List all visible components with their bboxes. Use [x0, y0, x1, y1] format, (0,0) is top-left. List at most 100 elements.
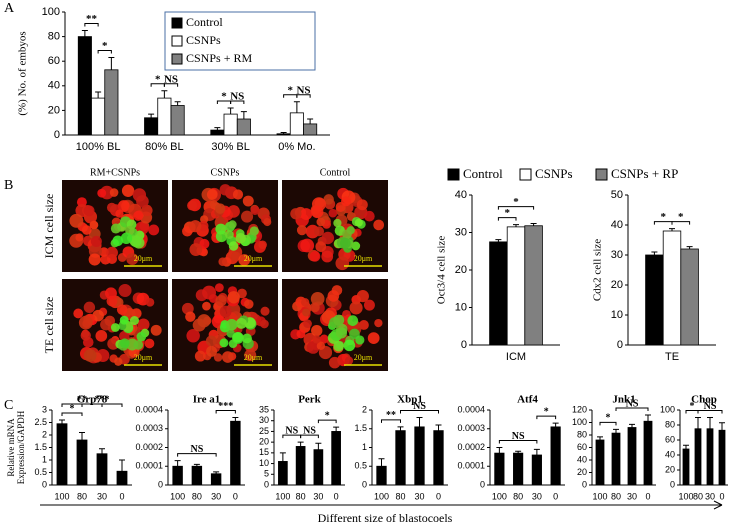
nucleus	[244, 299, 254, 309]
error-bar	[719, 422, 725, 431]
x-tick-label: 0	[553, 491, 558, 501]
nucleus	[356, 199, 368, 211]
icm-nucleus	[333, 218, 342, 228]
nucleus	[311, 324, 323, 337]
x-tick-label: 100	[54, 491, 69, 501]
scale-bar-label: 20μm	[354, 353, 373, 362]
x-tick-label: 0	[119, 491, 124, 501]
y-tick-label: 0.0004	[457, 404, 485, 414]
nucleus	[300, 208, 313, 221]
row-label: ICM cell size	[42, 194, 56, 259]
error-bar	[651, 251, 658, 255]
nucleus	[88, 253, 101, 266]
significance-bracket	[599, 421, 617, 426]
bar	[289, 112, 304, 136]
x-tick-label: 30	[313, 491, 323, 501]
nucleus	[213, 353, 223, 362]
bar	[718, 429, 726, 486]
bar	[157, 97, 172, 136]
y-tick-label: 5	[264, 469, 269, 479]
nucleus	[202, 301, 211, 311]
bar	[91, 97, 106, 136]
legend-swatch	[171, 17, 183, 29]
legend-swatch	[171, 53, 183, 65]
chart-title: Jnk1	[612, 394, 635, 406]
error-bar	[79, 432, 85, 440]
nucleus	[323, 194, 334, 205]
nucleus	[290, 208, 302, 220]
bar	[524, 225, 543, 346]
nucleus	[300, 238, 315, 253]
nucleus	[309, 250, 321, 262]
legend-label: CSNPs + RP	[611, 166, 678, 181]
nucleus	[363, 299, 375, 311]
error-bar	[214, 127, 221, 131]
nucleus	[69, 213, 84, 228]
y-tick-label: 20	[259, 437, 269, 447]
x-tick-label: 80	[693, 491, 703, 501]
nucleus	[244, 349, 257, 362]
nucleus	[260, 306, 270, 316]
bar	[595, 439, 605, 486]
icm-nucleus	[339, 237, 351, 249]
icm-nucleus	[347, 315, 359, 326]
nucleus	[206, 345, 218, 357]
x-tick-label: 30	[211, 491, 221, 501]
error-bar	[307, 118, 314, 124]
y-tick-label: 0	[461, 339, 467, 351]
column-label: Control	[320, 167, 351, 178]
nucleus	[374, 318, 383, 328]
bar	[223, 113, 238, 136]
icm-nucleus	[228, 220, 237, 229]
nucleus	[194, 350, 206, 362]
nucleus	[133, 210, 144, 221]
nucleus	[197, 314, 211, 328]
significance-bracket	[671, 221, 691, 225]
nucleus	[309, 302, 320, 313]
bar	[489, 241, 508, 346]
significance-label: *	[606, 413, 611, 424]
bar	[531, 454, 542, 486]
bar	[77, 36, 92, 136]
significance-label: **	[77, 394, 87, 405]
y-tick-label: 20	[48, 104, 60, 116]
significance-label: NS	[296, 84, 310, 96]
bar	[662, 230, 682, 346]
nucleus	[296, 225, 308, 236]
error-bar	[513, 224, 519, 227]
icm-nucleus	[119, 338, 130, 349]
bar	[643, 420, 653, 486]
y-tick-label: 0	[42, 479, 47, 489]
nucleus	[145, 297, 155, 307]
significance-bracket	[300, 434, 319, 439]
nucleus	[335, 256, 350, 271]
error-bar	[81, 29, 88, 37]
y-tick-label: 0	[582, 479, 587, 489]
y-tick-label: 2.5	[34, 417, 47, 427]
y-tick-label: 1.5	[354, 423, 367, 433]
bar	[236, 118, 251, 136]
y-tick-label: 30	[259, 415, 269, 425]
significance-bracket	[381, 419, 401, 423]
x-tick-label: 30% BL	[211, 141, 250, 153]
significance-label: ***	[95, 394, 110, 405]
nucleus	[301, 298, 310, 307]
icm-nucleus	[343, 339, 356, 352]
row-label: TE cell size	[42, 297, 56, 354]
significance-bracket	[163, 83, 179, 87]
nucleus	[81, 225, 92, 235]
error-bar	[495, 239, 502, 242]
nucleus	[126, 253, 139, 266]
significance-bracket	[697, 410, 723, 414]
significance-label: NS	[704, 401, 717, 412]
nucleus	[258, 240, 267, 250]
error-bar	[174, 460, 181, 467]
legend-label: CSNPs	[186, 33, 221, 47]
x-tick-label: 100	[170, 491, 185, 501]
y-tick-label: 0	[617, 339, 623, 351]
error-bar	[315, 442, 322, 450]
legend-swatch	[171, 35, 183, 47]
error-bar	[119, 459, 125, 472]
y-tick-label: 3	[42, 404, 47, 414]
